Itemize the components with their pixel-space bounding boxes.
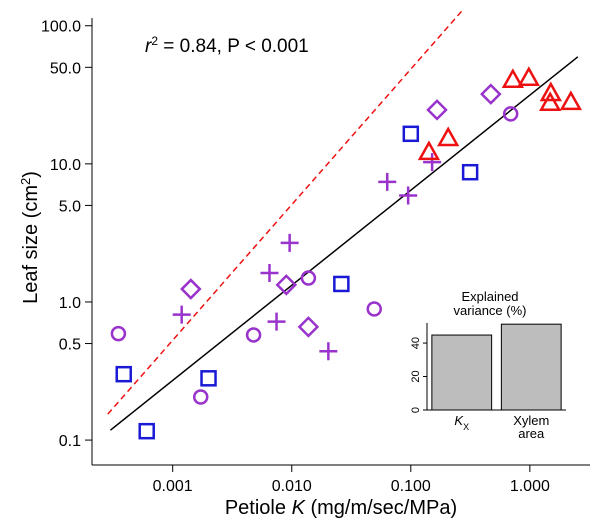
x-axis-title-part: Petiole [225,497,292,519]
inset-title: Explained [461,289,518,304]
point [399,186,418,205]
category-sub: X [463,422,469,432]
fit-line [107,9,464,415]
point [517,66,540,87]
point [297,316,320,338]
point [280,233,299,252]
category-main: K [454,413,464,428]
inset-y-tick-label: 20 [410,370,422,382]
point [378,172,397,191]
point [192,389,209,405]
x-axis-title-part: (mg/m/sec/MPa) [305,497,457,519]
point [110,325,127,342]
inset-category-label: Xylem [513,413,549,428]
point [417,140,441,161]
x-tick-label: 1.000 [510,478,550,495]
point [423,153,442,172]
y-tick-label: 50.0 [50,60,81,77]
annotation-part: r [145,36,152,57]
point [275,274,298,296]
x-tick-label: 0.100 [391,478,431,495]
y-tick-label: 0.1 [59,433,81,450]
point [539,81,562,102]
x-axis-title-part: K [292,497,307,519]
y-axis-title: Leaf size (cm2) [18,171,43,304]
y-tick-label: 1.0 [59,295,81,312]
inset-category-label: area [518,426,545,441]
point [267,312,286,331]
y-tick-label: 100.0 [41,19,81,36]
point [426,99,448,121]
y-axis-title-part: 2 [18,178,33,185]
annotation-part: = 0.84, P < 0.001 [158,36,309,57]
annotation: r2 = 0.84, P < 0.001 [145,34,309,57]
point [366,301,382,317]
fit-line [109,56,579,431]
point [333,275,350,293]
inset-category-label: KX [454,413,469,432]
y-tick-label: 10.0 [50,157,81,174]
point [402,125,420,143]
y-tick-label: 5.0 [59,198,81,215]
x-tick-label: 0.010 [272,478,312,495]
inset-title: variance (%) [454,303,527,318]
point [437,126,460,147]
x-tick-label: 0.001 [153,478,193,495]
point [172,305,191,324]
point [245,327,262,343]
x-axis-title: Petiole K (mg/m/sec/MPa) [225,497,457,519]
point [200,370,217,387]
point [115,365,132,383]
point [480,83,502,105]
point [559,90,582,111]
point [538,91,562,111]
point [501,68,525,89]
point [300,270,317,286]
bar [431,334,493,411]
inset-y-tick-label: 0 [410,407,422,413]
bar [500,323,562,411]
y-axis-title-part: ) [20,171,42,178]
point [461,163,479,181]
point [319,342,338,361]
inset-y-tick-label: 40 [410,337,422,349]
annotation-part: 2 [151,34,158,48]
point [260,264,279,283]
point [138,422,155,440]
point [502,106,519,122]
y-tick-label: 0.5 [59,337,81,354]
y-axis-title-part: Leaf size (cm [20,185,42,304]
point [180,278,202,300]
